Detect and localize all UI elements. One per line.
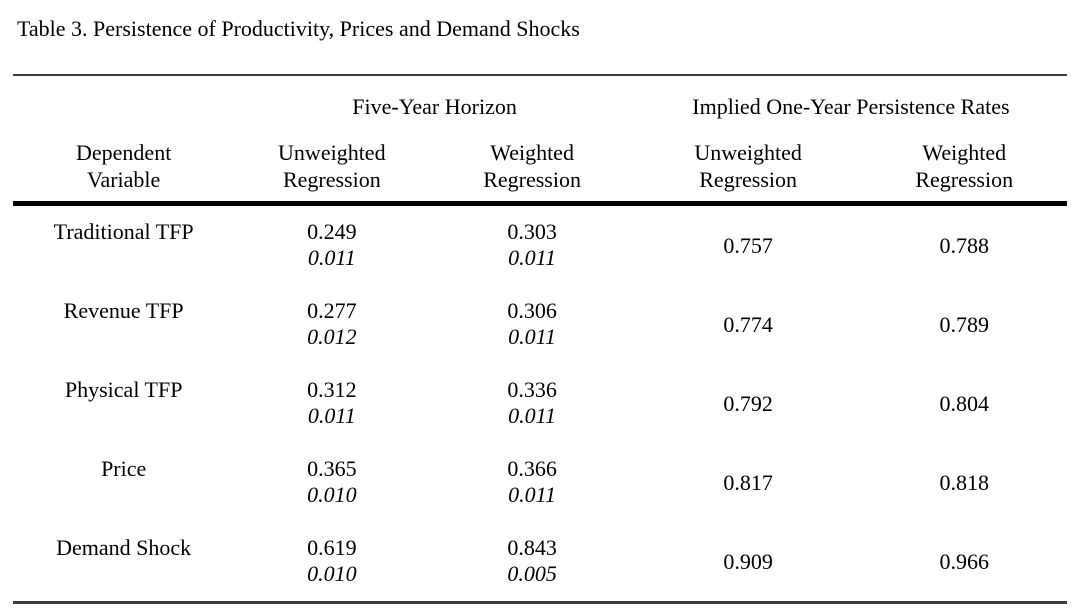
table-row: Price 0.365 0.010 0.366 0.011 0.817 0.81… — [13, 443, 1067, 522]
table-body: Traditional TFP 0.249 0.011 0.303 0.011 … — [13, 204, 1067, 603]
estimate-cell: 0.306 0.011 — [429, 285, 635, 364]
header-line-2: Variable — [87, 167, 161, 192]
estimate-cell: 0.336 0.011 — [429, 364, 635, 443]
group-header-five-year: Five-Year Horizon — [352, 94, 517, 119]
persistence-value: 0.774 — [723, 311, 773, 337]
header-line-2: Regression — [915, 167, 1014, 192]
group-header-row: Five-Year Horizon Implied One-Year Persi… — [13, 75, 1067, 138]
estimate-cell: 0.312 0.011 — [234, 364, 429, 443]
estimate-value: 0.843 — [507, 535, 557, 560]
persistence-value: 0.757 — [723, 232, 773, 258]
table-header: Five-Year Horizon Implied One-Year Persi… — [13, 75, 1067, 206]
standard-error-value: 0.011 — [508, 324, 556, 349]
column-header-row: Dependent Variable Unweighted Regression… — [13, 138, 1067, 206]
estimate-value: 0.336 — [507, 377, 557, 402]
persistence-value: 0.788 — [939, 232, 989, 258]
persistence-value: 0.804 — [939, 390, 989, 416]
header-line-1: Unweighted — [694, 140, 802, 165]
header-line-1: Unweighted — [278, 140, 386, 165]
column-header-weighted-regression-implied: Weighted Regression — [861, 138, 1067, 206]
table-row: Traditional TFP 0.249 0.011 0.303 0.011 … — [13, 204, 1067, 286]
header-line-1: Weighted — [490, 140, 574, 165]
estimate-value: 0.619 — [307, 535, 357, 560]
table-row: Demand Shock 0.619 0.010 0.843 0.005 0.9… — [13, 522, 1067, 603]
results-table: Five-Year Horizon Implied One-Year Persi… — [13, 74, 1067, 604]
estimate-cell: 0.249 0.011 — [234, 204, 429, 286]
standard-error-value: 0.010 — [307, 482, 357, 507]
standard-error-value: 0.011 — [508, 482, 556, 507]
column-header-unweighted-regression-implied: Unweighted Regression — [634, 138, 862, 206]
table-row: Revenue TFP 0.277 0.012 0.306 0.011 0.77… — [13, 285, 1067, 364]
table-row: Physical TFP 0.312 0.011 0.336 0.011 0.7… — [13, 364, 1067, 443]
column-header-weighted-regression-5yr: Weighted Regression — [429, 138, 635, 206]
standard-error-value: 0.011 — [508, 403, 556, 428]
standard-error-value: 0.011 — [508, 245, 556, 270]
table-title: Table 3. Persistence of Productivity, Pr… — [17, 16, 580, 41]
estimate-cell: 0.843 0.005 — [429, 522, 635, 603]
estimate-value: 0.277 — [307, 298, 357, 323]
header-line-2: Regression — [699, 167, 798, 192]
row-label: Demand Shock — [56, 535, 192, 560]
estimate-value: 0.249 — [307, 219, 357, 244]
persistence-value: 0.817 — [723, 469, 773, 495]
standard-error-value: 0.011 — [307, 403, 356, 428]
estimate-value: 0.306 — [507, 298, 557, 323]
row-label: Revenue TFP — [63, 298, 184, 323]
standard-error-value: 0.005 — [507, 561, 557, 586]
standard-error-value: 0.011 — [307, 245, 356, 270]
standard-error-value: 0.012 — [307, 324, 357, 349]
persistence-value: 0.789 — [939, 311, 989, 337]
estimate-value: 0.366 — [507, 456, 557, 481]
header-line-1: Dependent — [76, 140, 172, 165]
estimate-value: 0.303 — [507, 219, 557, 244]
header-line-1: Weighted — [922, 140, 1007, 165]
header-line-2: Regression — [282, 167, 381, 192]
column-header-unweighted-regression-5yr: Unweighted Regression — [234, 138, 430, 206]
estimate-cell: 0.277 0.012 — [234, 285, 429, 364]
estimate-value: 0.312 — [307, 377, 357, 402]
row-label: Physical TFP — [64, 377, 183, 402]
persistence-value: 0.966 — [939, 548, 989, 574]
standard-error-value: 0.010 — [307, 561, 357, 586]
group-header-spacer — [13, 75, 234, 138]
persistence-value: 0.792 — [723, 390, 773, 416]
estimate-cell: 0.365 0.010 — [234, 443, 429, 522]
persistence-value: 0.909 — [723, 548, 773, 574]
column-header-dependent-variable: Dependent Variable — [13, 138, 235, 206]
persistence-value: 0.818 — [939, 469, 989, 495]
estimate-cell: 0.619 0.010 — [234, 522, 429, 603]
estimate-value: 0.365 — [307, 456, 357, 481]
estimate-cell: 0.303 0.011 — [429, 204, 635, 286]
row-label: Traditional TFP — [53, 219, 194, 244]
estimate-cell: 0.366 0.011 — [429, 443, 635, 522]
header-line-2: Regression — [483, 167, 581, 192]
row-label: Price — [101, 456, 147, 481]
group-header-implied: Implied One-Year Persistence Rates — [692, 94, 1010, 119]
